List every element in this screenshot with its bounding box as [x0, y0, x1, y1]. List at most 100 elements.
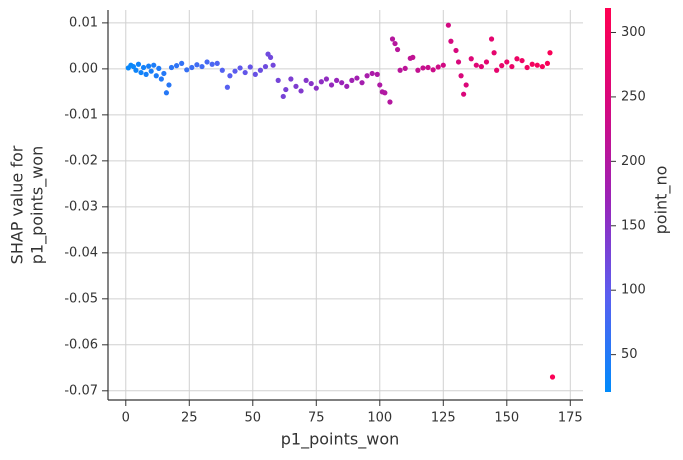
point [173, 63, 180, 69]
y-axis-label: SHAP value for [8, 145, 27, 264]
point [189, 64, 195, 71]
point [349, 77, 355, 83]
point [478, 63, 484, 70]
point [303, 77, 309, 83]
point [280, 93, 286, 100]
point [491, 50, 497, 56]
point [402, 65, 408, 72]
point [143, 71, 149, 77]
x-tick-label: 25 [181, 411, 198, 426]
x-tick-label: 75 [308, 411, 325, 426]
y-tick-label: -0.05 [64, 291, 98, 306]
x-tick-label: 150 [494, 411, 519, 426]
point [242, 69, 248, 76]
point [549, 374, 556, 380]
point [151, 62, 157, 68]
point [194, 62, 200, 68]
point [524, 64, 530, 71]
y-tick-label: -0.02 [64, 153, 98, 168]
point [488, 36, 495, 42]
colorbar-tick-label: 200 [621, 154, 646, 169]
point [499, 63, 505, 69]
point [435, 64, 441, 70]
point [473, 62, 479, 68]
point [247, 64, 253, 70]
x-tick-label: 100 [367, 411, 392, 426]
point [458, 73, 464, 79]
point [397, 67, 403, 73]
point [270, 62, 276, 68]
point [318, 79, 324, 85]
point [219, 67, 225, 73]
point [184, 67, 190, 73]
x-tick-label: 125 [431, 411, 456, 426]
point [504, 59, 510, 65]
colorbar-tick-label: 300 [621, 25, 646, 40]
point [483, 59, 490, 65]
x-tick-label: 175 [558, 411, 583, 426]
point [354, 75, 360, 81]
point [377, 82, 383, 88]
point [156, 65, 162, 72]
point [364, 73, 370, 79]
point [344, 83, 350, 89]
point [445, 22, 451, 28]
point [415, 67, 421, 73]
point [463, 82, 469, 88]
point [430, 67, 436, 73]
point [214, 60, 220, 66]
colorbar-tick-label: 100 [621, 283, 646, 298]
point [334, 77, 340, 83]
point [448, 38, 454, 44]
point [547, 50, 553, 56]
point [257, 67, 264, 73]
y-axis-label: p1_points_won [28, 146, 48, 265]
point [163, 90, 170, 96]
point [252, 71, 258, 77]
point [468, 56, 474, 62]
point [389, 36, 396, 42]
point [544, 60, 551, 66]
point [135, 61, 142, 67]
point [313, 85, 319, 91]
y-tick-label: -0.03 [64, 199, 98, 214]
point [394, 46, 401, 53]
colorbar-tick-label: 50 [621, 347, 638, 362]
point [267, 54, 274, 60]
point [168, 64, 175, 71]
y-tick-label: 0.00 [69, 61, 98, 76]
point [237, 65, 243, 71]
point [146, 63, 152, 69]
point [440, 62, 446, 68]
point [275, 77, 281, 83]
point [328, 82, 335, 88]
x-tick-label: 50 [245, 411, 262, 426]
point [382, 90, 388, 96]
point [369, 70, 375, 77]
point [529, 61, 535, 67]
point [148, 68, 154, 74]
point [509, 63, 515, 70]
point [494, 67, 500, 73]
x-axis-label: p1_points_won [281, 430, 400, 450]
point [283, 86, 289, 93]
point [323, 76, 330, 82]
point [199, 63, 205, 70]
point [138, 69, 144, 76]
point [514, 56, 520, 62]
point [209, 61, 215, 67]
point [539, 63, 545, 70]
point [166, 82, 172, 88]
colorbar-tick-label: 250 [621, 89, 646, 104]
point [461, 91, 467, 97]
point [374, 71, 380, 77]
point [158, 76, 164, 82]
y-tick-label: -0.01 [64, 107, 98, 122]
point [308, 80, 314, 87]
y-tick-label: -0.04 [64, 245, 98, 260]
point [140, 64, 147, 71]
point [339, 80, 345, 86]
point [161, 70, 167, 77]
point [392, 40, 398, 47]
colorbar-tick-label: 150 [621, 218, 646, 233]
